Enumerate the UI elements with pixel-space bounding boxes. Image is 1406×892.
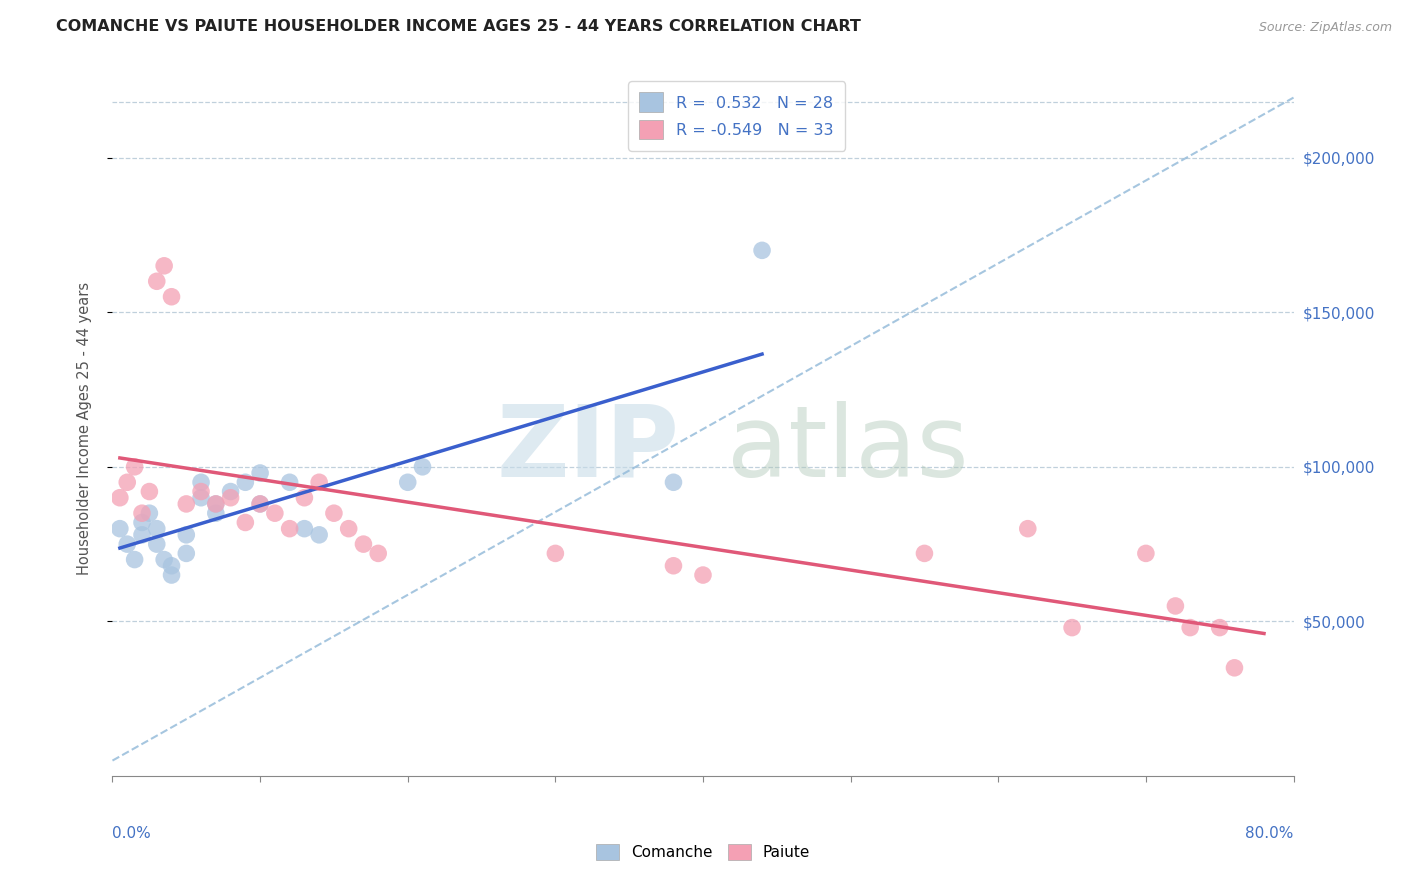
Text: Source: ZipAtlas.com: Source: ZipAtlas.com [1258,21,1392,34]
Point [1135,546,1157,560]
Point [160,290,183,304]
Point [146,522,169,536]
Point [190,475,212,490]
Point [367,546,389,560]
Point [249,497,271,511]
Point [337,522,360,536]
Point [249,466,271,480]
Point [278,522,301,536]
Point [308,475,330,490]
Point [264,506,287,520]
Point [233,516,256,530]
Point [153,259,176,273]
Point [292,522,315,536]
Point [131,516,153,530]
Point [124,459,146,474]
Point [108,491,131,505]
Text: atlas: atlas [727,401,969,498]
Point [205,497,228,511]
Point [146,537,169,551]
Point [117,475,138,490]
Point [174,528,197,542]
Point [662,558,685,573]
Point [146,274,169,288]
Point [249,497,271,511]
Point [160,568,183,582]
Point [396,475,419,490]
Point [1062,621,1084,635]
Point [278,475,301,490]
Point [131,506,153,520]
Point [190,491,212,505]
Point [153,552,176,566]
Point [131,528,153,542]
Point [219,484,242,499]
Point [662,475,685,490]
Point [1208,621,1232,635]
Point [117,537,138,551]
Text: 80.0%: 80.0% [1246,827,1294,841]
Point [751,244,773,258]
Point [205,506,228,520]
Point [190,484,212,499]
Legend: R =  0.532   N = 28, R = -0.549   N = 33: R = 0.532 N = 28, R = -0.549 N = 33 [628,81,845,151]
Point [138,506,160,520]
Point [292,491,315,505]
Text: COMANCHE VS PAIUTE HOUSEHOLDER INCOME AGES 25 - 44 YEARS CORRELATION CHART: COMANCHE VS PAIUTE HOUSEHOLDER INCOME AG… [56,20,860,34]
Point [1164,599,1187,613]
Y-axis label: Householder Income Ages 25 - 44 years: Householder Income Ages 25 - 44 years [77,282,91,574]
Point [138,484,160,499]
Point [914,546,936,560]
Point [219,491,242,505]
Point [233,475,256,490]
Point [352,537,374,551]
Legend: Comanche, Paiute: Comanche, Paiute [589,838,817,866]
Point [411,459,433,474]
Point [544,546,567,560]
Text: ZIP: ZIP [496,401,679,498]
Point [174,546,197,560]
Point [205,497,228,511]
Point [692,568,714,582]
Point [174,497,197,511]
Text: 0.0%: 0.0% [112,827,152,841]
Point [1178,621,1201,635]
Point [1017,522,1039,536]
Point [308,528,330,542]
Point [108,522,131,536]
Point [1223,661,1246,675]
Point [323,506,346,520]
Point [160,558,183,573]
Point [124,552,146,566]
